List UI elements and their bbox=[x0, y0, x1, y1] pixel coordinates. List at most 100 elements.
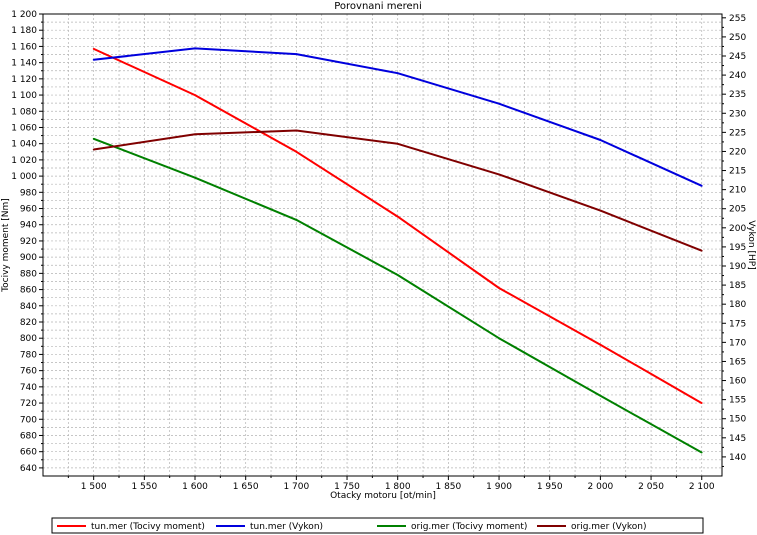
y-right-tick-label: 210 bbox=[729, 186, 746, 196]
y-right-tick-label: 185 bbox=[729, 281, 746, 291]
y-right-tick-label: 230 bbox=[729, 109, 746, 119]
x-tick-label: 1 500 bbox=[81, 482, 107, 492]
series-4-point bbox=[295, 129, 298, 132]
y-right-tick-label: 225 bbox=[729, 128, 746, 138]
y-left-tick-label: 920 bbox=[20, 237, 37, 247]
legend-label: orig.mer (Vykon) bbox=[571, 522, 647, 532]
y-left-tick-label: 720 bbox=[20, 399, 37, 409]
y-left-tick-label: 640 bbox=[20, 464, 37, 474]
series-2-point bbox=[700, 184, 703, 187]
y-left-tick-label: 1 020 bbox=[11, 156, 37, 166]
y-axis-right: 140 145 150 155 160 165 170 175 180 185 190 195 200 2… bbox=[722, 14, 746, 467]
series-2-point bbox=[498, 102, 500, 105]
x-tick-label: 1 650 bbox=[233, 482, 259, 492]
y-right-tick-label: 255 bbox=[729, 14, 746, 24]
y-right-tick-label: 175 bbox=[729, 319, 746, 329]
y-left-tick-label: 1 180 bbox=[11, 26, 37, 36]
y-axis-right-title: Vykon [HP] bbox=[746, 220, 756, 269]
legend-label: tun.mer (Vykon) bbox=[250, 522, 323, 532]
y-right-tick-label: 190 bbox=[729, 262, 746, 272]
series-3-point bbox=[498, 337, 500, 340]
plot-frame bbox=[42, 13, 723, 477]
series-2-point bbox=[599, 139, 602, 141]
x-tick-label: 1 850 bbox=[435, 482, 461, 492]
legend: tun.mer (Tocivy moment) tun.mer (Vykon) or… bbox=[57, 522, 647, 532]
legend-label: orig.mer (Tocivy moment) bbox=[411, 522, 527, 532]
x-tick-label: 1 600 bbox=[182, 482, 208, 492]
series-2-point bbox=[92, 58, 95, 61]
series-2-point bbox=[396, 72, 399, 75]
y-left-tick-label: 1 080 bbox=[11, 107, 37, 117]
y-right-tick-label: 180 bbox=[729, 300, 746, 310]
series-2-point bbox=[194, 47, 196, 50]
x-axis-title: Otacky motoru [ot/min] bbox=[330, 491, 436, 501]
y-left-tick-label: 680 bbox=[20, 431, 37, 441]
y-right-tick-label: 220 bbox=[729, 147, 746, 157]
x-axis: 1 500 1 550 1 600 1 650 1 700 1 750 1 800 1 850… bbox=[67, 476, 715, 492]
series-4-point bbox=[92, 148, 95, 151]
y-left-tick-label: 900 bbox=[20, 253, 37, 263]
y-right-tick-label: 235 bbox=[729, 90, 746, 100]
y-left-tick-label: 1 160 bbox=[11, 42, 37, 52]
y-left-tick-label: 980 bbox=[20, 188, 37, 198]
y-left-tick-label: 960 bbox=[20, 205, 37, 215]
series-3-point bbox=[194, 176, 196, 179]
y-left-tick-label: 800 bbox=[20, 334, 37, 344]
x-tick-label: 1 950 bbox=[537, 482, 563, 492]
x-tick-label: 1 750 bbox=[334, 482, 360, 492]
y-left-tick-label: 1 200 bbox=[11, 10, 37, 20]
y-left-tick-label: 1 060 bbox=[11, 123, 37, 133]
chart-title: Porovnani mereni bbox=[334, 1, 422, 12]
x-tick-label: 1 700 bbox=[283, 482, 309, 492]
y-right-tick-label: 155 bbox=[729, 396, 746, 406]
y-left-tick-label: 1 120 bbox=[11, 75, 37, 85]
series-3-point bbox=[295, 218, 298, 221]
y-left-tick-label: 1 040 bbox=[11, 140, 37, 150]
y-left-tick-label: 1 000 bbox=[11, 172, 37, 182]
y-right-tick-label: 160 bbox=[729, 377, 746, 387]
x-tick-label: 2 050 bbox=[638, 482, 664, 492]
series-1-point bbox=[599, 343, 602, 346]
x-tick-label: 2 000 bbox=[588, 482, 614, 492]
series-4-point bbox=[194, 133, 196, 136]
y-left-tick-label: 1 100 bbox=[11, 91, 37, 101]
y-right-tick-label: 250 bbox=[729, 33, 746, 43]
series-1-point bbox=[700, 402, 703, 404]
series-1-point bbox=[194, 94, 196, 96]
series-1-point bbox=[396, 215, 399, 218]
y-right-tick-label: 165 bbox=[729, 357, 746, 367]
y-right-tick-label: 150 bbox=[729, 415, 746, 425]
y-right-tick-label: 145 bbox=[729, 434, 746, 444]
y-left-tick-label: 840 bbox=[20, 302, 37, 312]
legend-label: tun.mer (Tocivy moment) bbox=[91, 522, 205, 532]
series-4-point bbox=[396, 142, 399, 145]
y-left-tick-label: 660 bbox=[20, 448, 37, 458]
series-3-point bbox=[700, 451, 703, 454]
x-tick-label: 1 550 bbox=[131, 482, 157, 492]
y-right-tick-label: 215 bbox=[729, 167, 746, 177]
series-4-point bbox=[498, 173, 500, 176]
y-right-tick-label: 240 bbox=[729, 71, 746, 81]
series-4-point bbox=[700, 249, 703, 252]
y-left-tick-label: 1 140 bbox=[11, 59, 37, 69]
y-right-tick-label: 195 bbox=[729, 243, 746, 253]
series-1-point bbox=[92, 47, 95, 50]
series-layer bbox=[92, 47, 703, 454]
y-right-tick-label: 200 bbox=[729, 224, 746, 234]
y-right-tick-label: 205 bbox=[729, 205, 746, 215]
series-1-point bbox=[295, 150, 298, 153]
series-3-point bbox=[599, 394, 602, 397]
series-3-point bbox=[92, 137, 95, 140]
y-left-tick-label: 880 bbox=[20, 269, 37, 279]
y-left-tick-label: 780 bbox=[20, 350, 37, 360]
y-left-tick-label: 860 bbox=[20, 286, 37, 296]
y-left-tick-label: 760 bbox=[20, 367, 37, 377]
y-left-tick-label: 700 bbox=[20, 415, 37, 425]
x-tick-label: 1 900 bbox=[486, 482, 512, 492]
y-right-tick-label: 170 bbox=[729, 338, 746, 348]
y-left-tick-label: 740 bbox=[20, 383, 37, 393]
x-tick-label: 2 100 bbox=[689, 482, 715, 492]
series-3-point bbox=[396, 274, 399, 276]
